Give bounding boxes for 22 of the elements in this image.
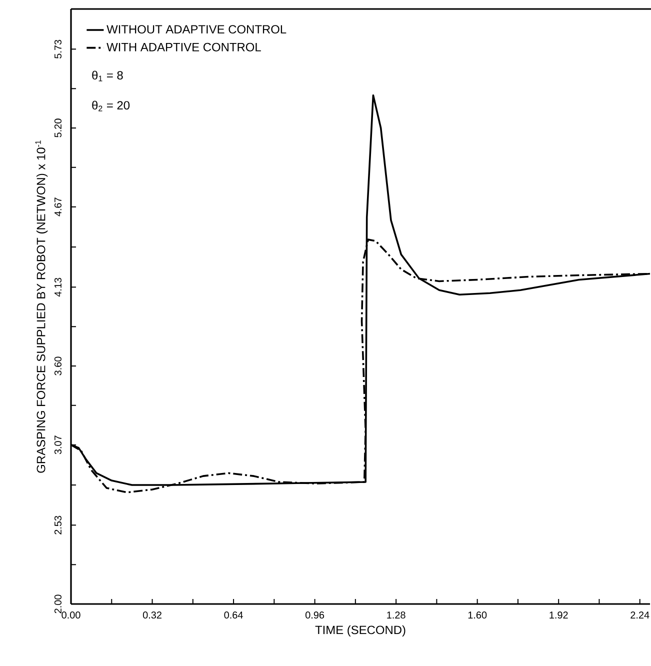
x-tick-label: 1.60 <box>468 612 487 619</box>
x-tick-label: 1.92 <box>550 612 568 619</box>
y-tick-label: 2.53 <box>54 516 62 534</box>
x-tick-label: 1.28 <box>387 612 406 619</box>
y-tick-label: 5.73 <box>54 40 62 58</box>
x-tick-label: 0.32 <box>142 612 162 619</box>
x-tick-label: 0.00 <box>62 612 80 619</box>
y-tick-label: 3.07 <box>54 436 62 454</box>
y-tick-label: 3.60 <box>54 356 62 376</box>
legend-label: WITH ADAPTIVE CONTROL <box>106 42 261 52</box>
y-tick-label: 2.00 <box>54 594 62 614</box>
x-tick-label: 0.64 <box>224 612 243 619</box>
annotation: θ$_{2}$ = 20 <box>92 100 130 112</box>
y-tick-label: 4.13 <box>54 278 62 297</box>
legend-label: WITHOUT ADAPTIVE CONTROL <box>106 25 286 34</box>
x-tick-label: 0.96 <box>305 612 324 619</box>
x-axis-title: TIME (SECOND) <box>315 625 406 637</box>
y-tick-label: 4.67 <box>54 198 62 216</box>
y-tick-label: 5.20 <box>54 118 62 138</box>
x-tick-label: 2.24 <box>630 612 650 618</box>
y-axis-title: GRASPING FORCE SUPPLIED BY ROBOT (NETWON) x 10$^{-1}$ <box>35 140 48 473</box>
annotation: θ$_{1}$ = 8 <box>92 70 123 82</box>
